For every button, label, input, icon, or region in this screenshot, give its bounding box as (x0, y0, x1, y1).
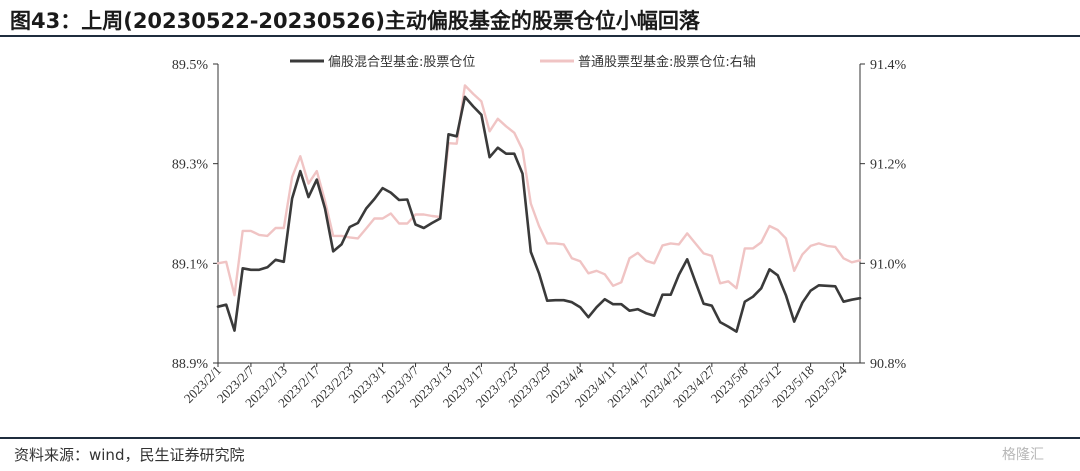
series-line-2 (216, 84, 862, 297)
watermark-logo: 格隆汇 (1002, 447, 1044, 463)
y-right-tick-label: 91.0% (870, 257, 907, 272)
y-left-tick-label: 89.1% (172, 257, 209, 272)
chart-title: 图43：上周(20230522-20230526)主动偏股基金的股票仓位小幅回落 (10, 9, 700, 33)
source-note: 资料来源：wind，民生证券研究院 (14, 446, 245, 464)
y-left-tick-label: 88.9% (172, 357, 209, 372)
legend-label-series2: 普通股票型基金:股票仓位:右轴 (578, 54, 756, 70)
footer-divider (0, 437, 1080, 439)
legend-label-series1: 偏股混合型基金:股票仓位 (328, 54, 475, 70)
y-right-tick-label: 91.2% (870, 158, 907, 173)
title-divider (0, 35, 1080, 37)
y-right-tick-label: 91.4% (870, 58, 907, 73)
y-left-tick-label: 89.5% (172, 58, 209, 73)
series-line-1 (216, 95, 862, 333)
y-right-tick-label: 90.8% (870, 357, 907, 372)
y-left-tick-label: 89.3% (172, 158, 209, 173)
